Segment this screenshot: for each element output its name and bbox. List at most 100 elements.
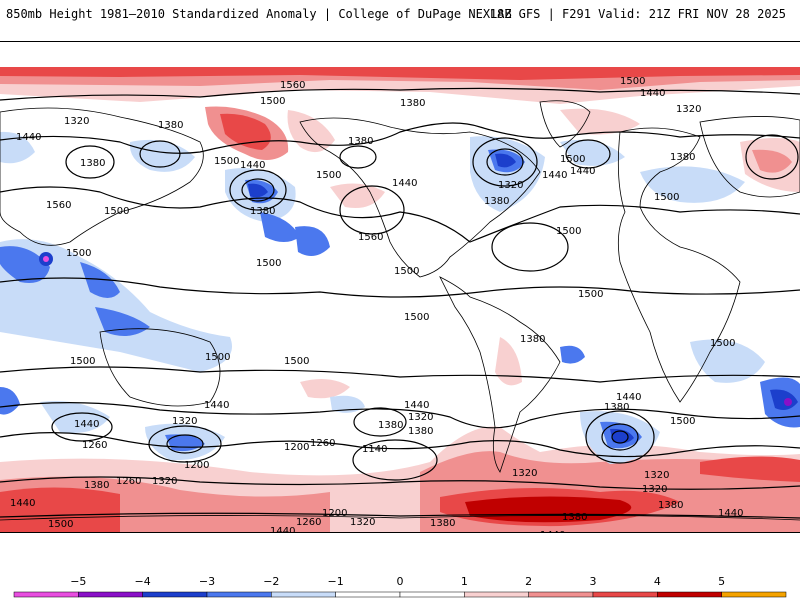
contour-label: 1440	[240, 160, 265, 171]
contour-label: 1320	[676, 104, 701, 115]
colorbar-swatches	[13, 591, 787, 598]
contour-label: 1440	[10, 498, 35, 509]
contour-label: 1440	[540, 530, 565, 532]
contour-label: 1440	[570, 166, 595, 177]
contour-label: 1500	[260, 96, 285, 107]
contour-label: 1200	[322, 508, 347, 519]
contour-label: 1500	[205, 352, 230, 363]
contour-label: 1440	[718, 508, 743, 519]
colorbar-tick-label: 0	[397, 575, 404, 588]
colorbar-swatch	[142, 591, 208, 598]
contour-label: 1500	[256, 258, 281, 269]
contour-label: 1500	[654, 192, 679, 203]
contour-label: 1320	[498, 180, 523, 191]
contour-label: 1380	[250, 206, 275, 217]
contour-label: 1380	[348, 136, 373, 147]
contour-label: 1380	[484, 196, 509, 207]
contour-label: 1500	[620, 76, 645, 87]
colorbar-tick-label: 2	[525, 575, 532, 588]
header: 850mb Height 1981–2010 Standardized Anom…	[0, 0, 800, 30]
contour-label: 1320	[408, 412, 433, 423]
contour-label: 1560	[280, 80, 305, 91]
colorbar-tick-label: 1	[461, 575, 468, 588]
colorbar-swatch	[464, 591, 529, 598]
colorbar-tick-label: −1	[328, 575, 344, 588]
contour-label: 1380	[562, 512, 587, 523]
contour-label: 1500	[560, 154, 585, 165]
anomaly-map: 1560 1500 1380 1500 1440 1320 1380 1440 …	[0, 41, 800, 533]
colorbar-tick-label: 5	[718, 575, 725, 588]
colorbar-swatch	[721, 591, 787, 598]
contour-label: 1380	[80, 158, 105, 169]
contour-label: 1560	[46, 200, 71, 211]
contour-label: 1320	[64, 116, 89, 127]
colorbar-tick-label: −5	[70, 575, 86, 588]
map-title: 850mb Height 1981–2010 Standardized Anom…	[6, 7, 512, 21]
contour-label: 1440	[204, 400, 229, 411]
contour-label: 1560	[358, 232, 383, 243]
coastlines	[0, 100, 800, 521]
colorbar-swatch	[657, 591, 722, 598]
contour-label: 1200	[284, 442, 309, 453]
contour-label: 1440	[270, 526, 295, 532]
contour-label: 1500	[710, 338, 735, 349]
contour-label: 1380	[158, 120, 183, 131]
colorbar-ticks: −5 −4 −3 −2 −1 0 1 2 3 4 5	[70, 575, 725, 588]
contour-label: 1440	[16, 132, 41, 143]
contour-label: 1440	[392, 178, 417, 189]
negative-anomaly-shading	[0, 131, 800, 464]
colorbar-svg: −5 −4 −3 −2 −1 0 1 2 3 4 5	[13, 575, 787, 598]
contour-label: 1380	[400, 98, 425, 109]
colorbar-swatch	[592, 591, 658, 598]
contour-label: 1440	[542, 170, 567, 181]
colorbar-tick-label: −4	[135, 575, 151, 588]
colorbar-swatch	[78, 591, 143, 598]
colorbar-swatch	[13, 591, 79, 598]
contour-label: 1500	[214, 156, 239, 167]
contour-label: 1500	[104, 206, 129, 217]
contour-label: 1380	[378, 420, 403, 431]
contour-label: 1380	[658, 500, 683, 511]
contour-label: 1440	[74, 419, 99, 430]
contour-label: 1320	[350, 517, 375, 528]
contour-label: 1140	[362, 444, 387, 455]
contour-labels: 1560 1500 1380 1500 1440 1320 1380 1440 …	[10, 76, 743, 532]
contour-label: 1260	[310, 438, 335, 449]
contour-label: 1440	[616, 392, 641, 403]
colorbar-swatch	[399, 591, 465, 598]
colorbar-swatch	[206, 591, 272, 598]
contour-label: 1380	[520, 334, 545, 345]
contour-label: 1260	[82, 440, 107, 451]
contour-label: 1380	[408, 426, 433, 437]
colorbar-tick-label: −2	[263, 575, 279, 588]
height-contours	[0, 87, 800, 519]
colorbar-tick-label: −3	[199, 575, 215, 588]
contour-label: 1500	[284, 356, 309, 367]
contour-label: 1500	[48, 519, 73, 530]
contour-label: 1500	[70, 356, 95, 367]
contour-label: 1260	[116, 476, 141, 487]
contour-label: 1500	[316, 170, 341, 181]
contour-label: 1320	[644, 470, 669, 481]
contour-label: 1260	[296, 517, 321, 528]
contour-label: 1500	[670, 416, 695, 427]
contour-label: 1380	[604, 402, 629, 413]
contour-label: 1500	[578, 289, 603, 300]
colorbar-swatch	[335, 591, 401, 598]
contour-label: 1440	[640, 88, 665, 99]
colorbar: −5 −4 −3 −2 −1 0 1 2 3 4 5	[0, 570, 800, 600]
contour-label: 1380	[670, 152, 695, 163]
contour-label: 1500	[404, 312, 429, 323]
contour-label: 1500	[394, 266, 419, 277]
contour-label: 1500	[66, 248, 91, 259]
contour-label: 1380	[430, 518, 455, 529]
contour-label: 1320	[512, 468, 537, 479]
colorbar-tick-label: 4	[654, 575, 661, 588]
contour-label: 1320	[172, 416, 197, 427]
contour-label: 1320	[642, 484, 667, 495]
colorbar-tick-label: 3	[590, 575, 597, 588]
positive-anomaly-shading	[0, 67, 800, 399]
colorbar-swatch	[271, 591, 336, 598]
contour-label: 1380	[84, 480, 109, 491]
contour-label: 1500	[556, 226, 581, 237]
